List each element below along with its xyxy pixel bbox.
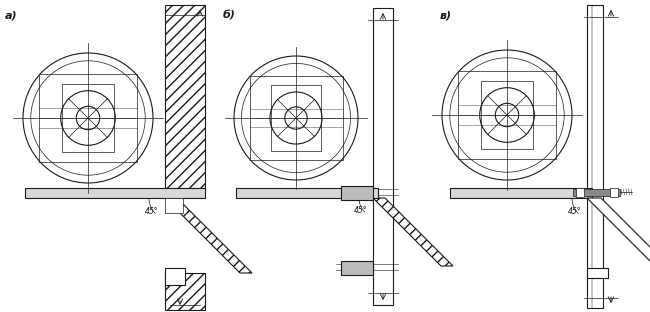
Bar (62, 84, 114, 152)
Text: а): а) (5, 10, 18, 20)
Bar (450, 188, 592, 198)
Bar (39, 74, 136, 162)
Polygon shape (373, 198, 453, 266)
Bar (576, 188, 584, 197)
Bar (341, 261, 373, 275)
Bar (271, 85, 320, 151)
Text: 45°: 45° (144, 207, 158, 216)
Bar (587, 268, 608, 278)
Polygon shape (165, 5, 205, 188)
Polygon shape (587, 198, 650, 268)
Text: 45°: 45° (354, 207, 368, 215)
Text: в): в) (440, 10, 452, 20)
Bar (236, 188, 378, 198)
Polygon shape (165, 198, 183, 213)
Bar (25, 188, 205, 198)
Bar (373, 8, 393, 305)
Bar (610, 188, 618, 197)
Polygon shape (165, 273, 205, 310)
Bar (573, 189, 620, 196)
Text: 45°: 45° (567, 207, 581, 216)
Bar (481, 81, 533, 149)
Bar (458, 71, 556, 159)
Bar (341, 186, 373, 200)
Polygon shape (165, 268, 185, 285)
Polygon shape (165, 198, 252, 273)
Text: б): б) (223, 10, 236, 20)
Bar (250, 76, 343, 160)
Bar (587, 5, 603, 308)
